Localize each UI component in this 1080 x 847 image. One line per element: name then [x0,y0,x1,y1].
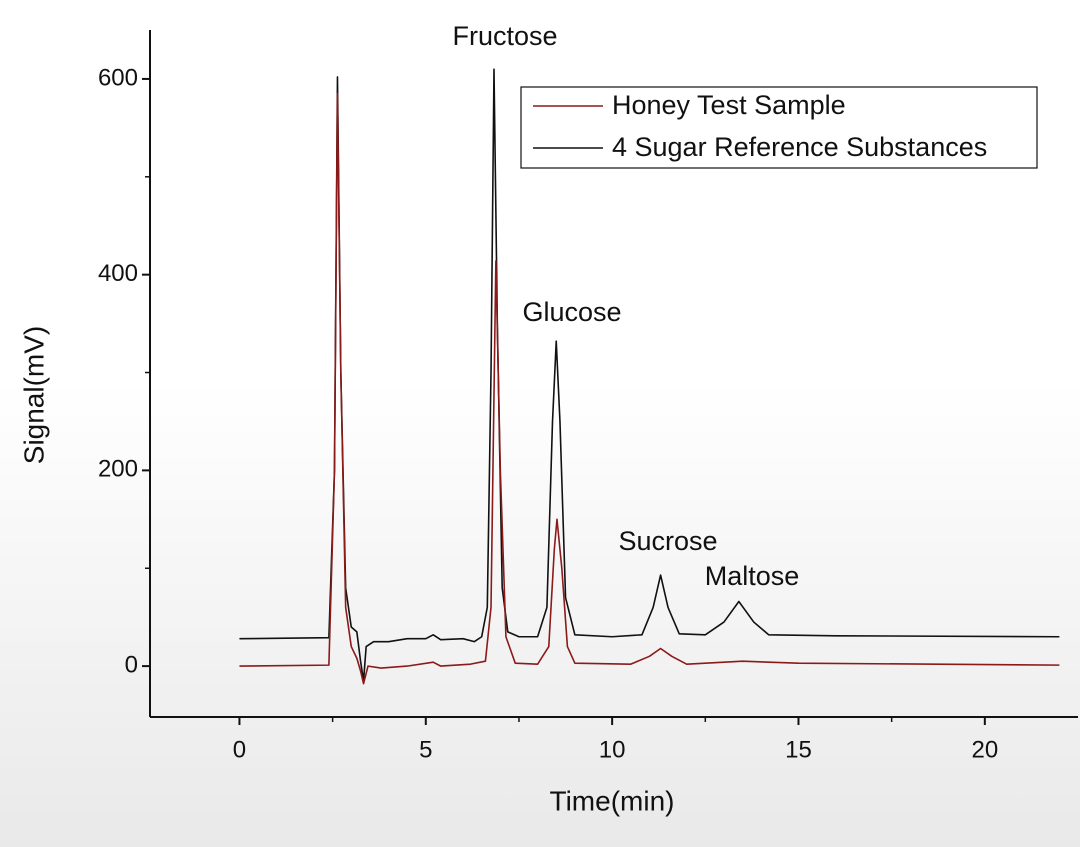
x-tick-label: 15 [785,736,812,763]
legend-label: Honey Test Sample [612,90,846,120]
legend-box [520,86,1038,169]
x-tick-label: 10 [599,736,626,763]
series-line [239,92,1060,685]
y-axis-title: Signal(mV) [18,326,49,464]
x-tick-label: 5 [419,736,432,763]
y-tick-label: 0 [125,651,138,678]
peak-annotation: Fructose [452,21,557,51]
legend-label: 4 Sugar Reference Substances [612,132,987,162]
y-tick-label: 200 [98,456,138,483]
x-axis-title: Time(min) [550,785,675,816]
x-tick-label: 0 [233,736,246,763]
x-tick-label: 20 [971,736,998,763]
peak-annotation: Glucose [522,297,621,327]
peak-annotation: Sucrose [618,526,717,556]
y-tick-label: 400 [98,260,138,287]
peak-annotation: Maltose [705,561,800,591]
y-tick-label: 600 [98,64,138,91]
